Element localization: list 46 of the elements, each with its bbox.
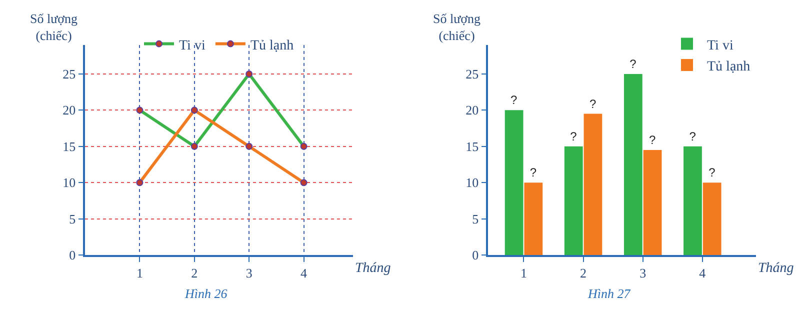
bar [564, 146, 583, 255]
bar [624, 74, 642, 255]
y-tick-label: 5 [69, 211, 76, 226]
x-tick-label: 1 [136, 265, 143, 280]
data-label: ? [570, 129, 578, 144]
y-tick-label: 20 [466, 102, 479, 118]
data-label: ? [530, 166, 537, 180]
x-axis-title: Tháng [758, 261, 794, 276]
data-label: ? [510, 93, 518, 108]
bar [643, 150, 662, 255]
x-tick-label: 1 [520, 265, 527, 280]
x-tick-label: 4 [699, 265, 706, 280]
y-tick-label: 15 [62, 138, 76, 154]
y-tick-label: 10 [466, 175, 479, 190]
x-axis-title: Tháng [355, 261, 391, 276]
y-tick-label: 25 [466, 66, 479, 82]
y-tick-label: 25 [62, 66, 76, 82]
x-tick-label: 2 [580, 265, 587, 280]
y-tick-label: 20 [62, 102, 76, 118]
data-label: ? [689, 129, 696, 144]
bar [504, 110, 524, 255]
bar [524, 182, 543, 255]
y-tick-label: 15 [466, 138, 479, 154]
legend-label: Ti vi [179, 38, 206, 54]
bar [584, 114, 602, 255]
data-label: ? [630, 56, 637, 71]
text: Hình 27 [587, 286, 631, 301]
bar [684, 146, 702, 255]
y-tick-label: 5 [472, 211, 479, 226]
data-label: ? [589, 96, 596, 111]
x-tick-label: 2 [191, 265, 198, 280]
x-tick-label: 3 [640, 265, 646, 280]
data-label: ? [649, 133, 656, 147]
y-axis-title: Số lượng (chiếc) [30, 11, 78, 43]
legend-label: Tủ lạnh [250, 38, 294, 54]
data-label: ? [708, 166, 716, 180]
y-axis-title: Số lượng (chiếc) [433, 11, 482, 43]
bar [702, 182, 722, 255]
legend-label: Ti vi [707, 38, 734, 54]
y-tick-label: 0 [69, 248, 76, 263]
y-tick-label: 0 [472, 248, 479, 263]
x-tick-label: 3 [246, 265, 252, 280]
text: Hình 26 [184, 286, 228, 301]
y-tick-label: 10 [62, 175, 76, 190]
legend-label: Tủ lạnh [707, 59, 750, 74]
x-tick-label: 4 [300, 265, 308, 280]
